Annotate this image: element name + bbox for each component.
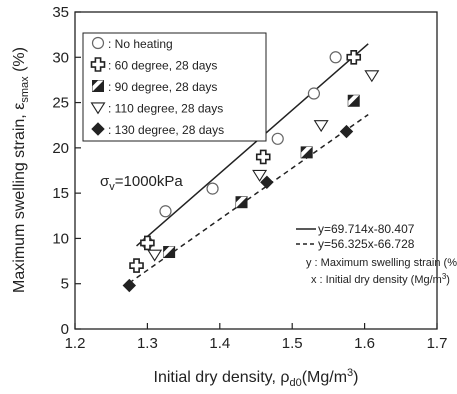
x-tick-label-4: 1.6: [354, 335, 375, 352]
legend-marker-4-shape-fill: [92, 123, 104, 135]
legend-label-3: : 110 degree, 28 days: [108, 102, 223, 116]
stress-annotation: σv=1000kPa: [100, 173, 183, 193]
point-s2-2-shape-gap: [301, 146, 313, 158]
legend-label-2: : 90 degree, 28 days: [108, 80, 217, 94]
fit-line-solid: [136, 43, 369, 247]
point-s2-0: [163, 246, 176, 259]
point-s0-2-shape: [206, 182, 219, 195]
point-s0-1: [159, 205, 172, 218]
point-s1-3: [346, 49, 362, 65]
legend-label-4: : 130 degree, 28 days: [108, 123, 224, 137]
note-y: y : Maximum swelling strain (%): [306, 257, 457, 269]
point-s3-3-shape: [364, 70, 380, 83]
note-x: x : Initial dry density (Mg/m3): [311, 272, 450, 286]
point-s4-0-shape-fill: [123, 279, 136, 292]
legend-label-0: : No heating: [108, 37, 173, 51]
equation-dashed-label: y=56.325x-66.728: [318, 237, 415, 251]
note-x-suffix: ): [446, 274, 450, 286]
x-axis-title-unit: (Mg/m: [302, 369, 347, 386]
point-s0-4: [307, 87, 321, 100]
legend-label-1: : 60 degree, 28 days: [108, 59, 217, 73]
point-s0-4-shape: [307, 87, 321, 100]
legend: : No heating : 60 degree, 28 days : 90 deg…: [82, 32, 267, 142]
equation-solid-label: y=69.714x-80.407: [318, 222, 415, 236]
y-axis-title-main: Maximum swelling strain, ε: [11, 103, 28, 293]
point-s3-0-shape: [147, 249, 163, 262]
point-s4-1-shape-fill: [260, 176, 273, 189]
x-tick-label-2: 1.4: [209, 335, 230, 352]
note-x-sup: 3: [442, 272, 447, 281]
point-s0-2: [206, 182, 219, 195]
legend-marker-2: [92, 80, 104, 92]
x-axis-title-sub: d0: [289, 377, 301, 389]
legend-items: : No heating : 60 degree, 28 days : 90 deg…: [90, 36, 224, 137]
point-s3-1: [252, 169, 268, 182]
legend-marker-0: [91, 36, 105, 50]
point-s0-3-shape: [271, 132, 284, 145]
point-s3-0: [147, 249, 163, 262]
point-s4-0: [122, 278, 137, 293]
y-tick-label-5: 25: [52, 95, 69, 112]
y-axis-title-unit: (%): [11, 47, 28, 76]
x-axis-title-main: Initial dry density, ρ: [154, 369, 290, 386]
equation-box: y=69.714x-80.407 y=56.325x-66.728 y : Ma…: [292, 222, 457, 286]
point-s4-1: [260, 175, 274, 189]
point-s3-2: [313, 120, 329, 133]
stress-value: =1000kPa: [115, 173, 184, 190]
point-s1-2: [255, 149, 271, 165]
legend-marker-1-shape: [90, 57, 106, 72]
legend-marker-0-shape: [91, 36, 105, 50]
legend-marker-1: [90, 57, 106, 72]
point-s0-5: [329, 51, 342, 64]
legend-box: [82, 32, 267, 142]
y-axis-title: Maximum swelling strain, εsmax (%): [11, 47, 31, 293]
y-tick-label-0: 0: [61, 321, 69, 338]
legend-marker-3-shape: [90, 102, 106, 115]
y-tick-label-6: 30: [52, 49, 69, 66]
y-tick-label-7: 35: [52, 4, 69, 21]
point-s1-3-shape: [346, 49, 362, 65]
point-s1-0: [129, 258, 144, 273]
point-s2-1-shape-gap: [236, 196, 248, 208]
point-s4-2-shape-fill: [340, 125, 353, 138]
point-s1-1-shape: [140, 235, 155, 251]
note-x-prefix: x : Initial dry density (Mg/m: [311, 274, 442, 286]
point-s3-1-shape: [252, 169, 268, 182]
y-tick-label-3: 15: [52, 185, 69, 202]
point-s1-1: [140, 235, 155, 251]
point-s2-3-shape-gap: [348, 95, 360, 107]
point-s3-3: [364, 70, 380, 83]
point-s0-3: [271, 132, 284, 145]
y-axis-title-sub: smax: [19, 76, 31, 103]
x-axis-title: Initial dry density, ρd0(Mg/m3): [154, 367, 359, 389]
point-s1-0-shape: [129, 258, 144, 273]
x-tick-label-1: 1.3: [137, 335, 158, 352]
point-s0-1-shape: [159, 205, 172, 218]
legend-marker-2-shape-gap: [92, 80, 104, 92]
x-axis-title-unit-end: ): [353, 369, 358, 386]
point-s4-2: [339, 124, 354, 139]
point-s2-2: [300, 146, 313, 159]
stress-symbol: σ: [100, 173, 110, 190]
stress-sub: v: [109, 181, 115, 193]
axis-ticks: 1.2 1.3 1.4 1.5 1.6 1.7 0 5 10 15 20 25 30 35: [52, 4, 447, 352]
x-tick-label-0: 1.2: [65, 335, 86, 352]
equation-box-frame: [292, 225, 432, 275]
y-tick-label-2: 10: [52, 230, 69, 247]
point-s0-5-shape: [329, 51, 342, 64]
y-tick-label-1: 5: [61, 276, 69, 293]
data-points: [122, 49, 380, 293]
point-s2-3: [347, 94, 360, 107]
point-s2-1: [235, 196, 248, 209]
x-axis-title-unit-sup: 3: [347, 367, 353, 379]
legend-marker-4: [91, 122, 105, 136]
point-s1-2-shape: [255, 149, 271, 165]
y-tick-label-4: 20: [52, 140, 69, 157]
x-tick-label-3: 1.5: [282, 335, 303, 352]
x-tick-label-5: 1.7: [427, 335, 448, 352]
point-s3-2-shape: [313, 120, 329, 133]
point-s2-0-shape-gap: [163, 246, 175, 258]
legend-marker-3: [90, 102, 106, 115]
